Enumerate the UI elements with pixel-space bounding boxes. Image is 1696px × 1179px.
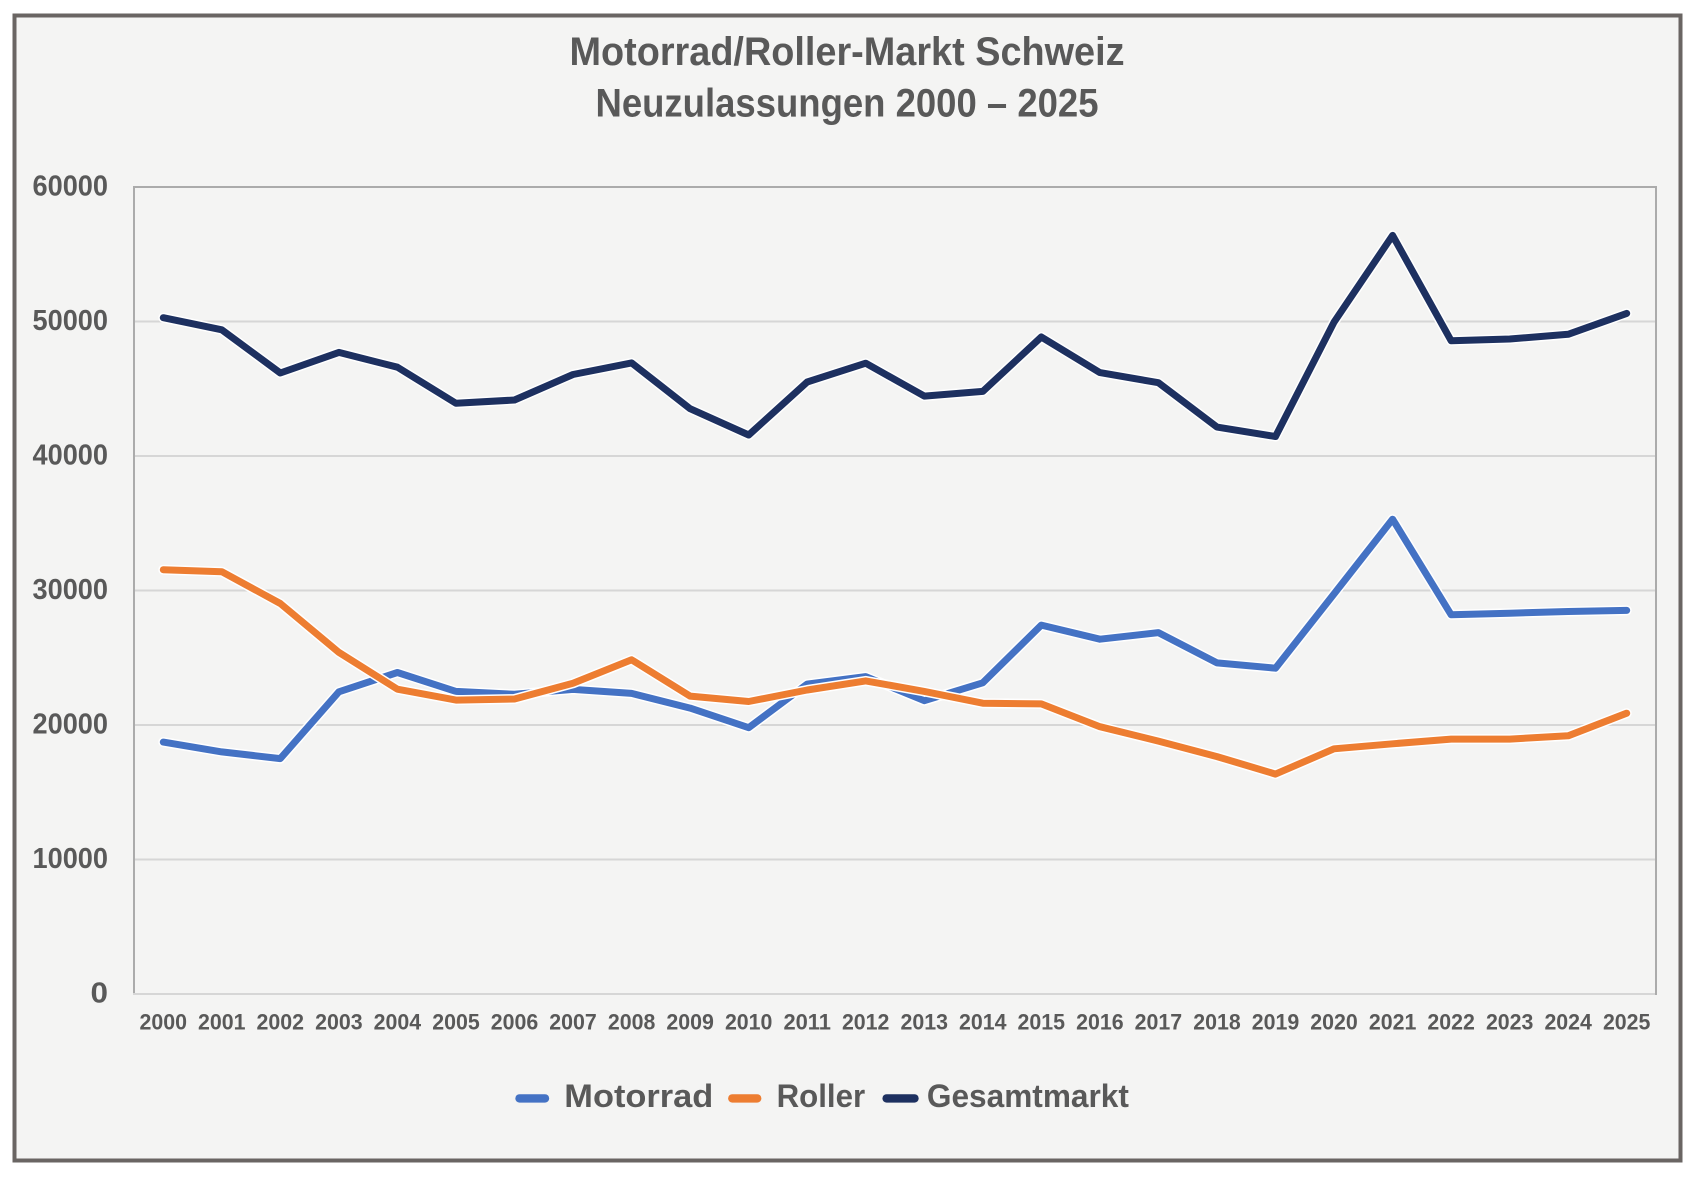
svg-text:2017: 2017	[1135, 1010, 1183, 1035]
svg-text:2012: 2012	[842, 1010, 890, 1035]
svg-text:2007: 2007	[549, 1010, 597, 1035]
svg-text:Gesamtmarkt: Gesamtmarkt	[927, 1078, 1129, 1114]
svg-text:2020: 2020	[1310, 1010, 1358, 1035]
svg-text:2022: 2022	[1427, 1010, 1475, 1035]
svg-text:2004: 2004	[374, 1010, 422, 1035]
svg-text:2001: 2001	[198, 1010, 246, 1035]
svg-text:2010: 2010	[725, 1010, 773, 1035]
svg-text:60000: 60000	[33, 171, 109, 203]
svg-text:50000: 50000	[33, 305, 109, 337]
svg-text:Neuzulassungen 2000 – 2025: Neuzulassungen 2000 – 2025	[596, 81, 1099, 125]
svg-text:2018: 2018	[1193, 1010, 1241, 1035]
svg-text:2024: 2024	[1544, 1010, 1592, 1035]
svg-text:2009: 2009	[666, 1010, 714, 1035]
svg-text:2002: 2002	[257, 1010, 305, 1035]
svg-text:2011: 2011	[783, 1010, 831, 1035]
svg-text:Motorrad/Roller-Markt Schweiz: Motorrad/Roller-Markt Schweiz	[570, 30, 1125, 74]
svg-text:2021: 2021	[1369, 1010, 1417, 1035]
svg-text:2008: 2008	[608, 1010, 656, 1035]
svg-text:2005: 2005	[432, 1010, 480, 1035]
svg-text:2006: 2006	[491, 1010, 539, 1035]
svg-text:2003: 2003	[315, 1010, 363, 1035]
svg-text:2014: 2014	[959, 1010, 1007, 1035]
svg-text:2019: 2019	[1252, 1010, 1300, 1035]
svg-text:2025: 2025	[1603, 1010, 1651, 1035]
svg-text:Motorrad: Motorrad	[564, 1078, 713, 1114]
svg-text:0: 0	[91, 978, 109, 1010]
svg-text:10000: 10000	[33, 843, 109, 875]
svg-text:2000: 2000	[140, 1010, 188, 1035]
svg-text:20000: 20000	[33, 709, 109, 741]
svg-text:2013: 2013	[901, 1010, 949, 1035]
svg-text:Roller: Roller	[777, 1078, 866, 1114]
svg-text:2023: 2023	[1486, 1010, 1534, 1035]
svg-text:2016: 2016	[1076, 1010, 1124, 1035]
svg-text:2015: 2015	[1018, 1010, 1066, 1035]
svg-text:30000: 30000	[33, 574, 109, 606]
svg-text:40000: 40000	[33, 440, 109, 472]
